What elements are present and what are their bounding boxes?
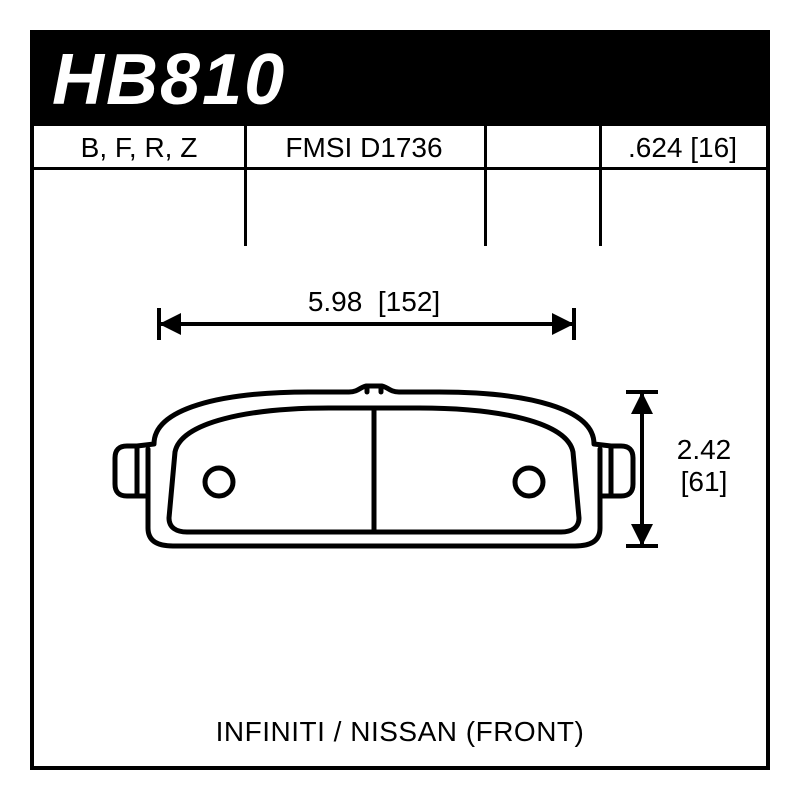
spec-row: B, F, R, Z FMSI D1736 .624 [16] [34, 126, 766, 170]
brake-pad-drawing [109, 374, 639, 574]
spec-fmsi: FMSI D1736 [244, 126, 484, 170]
application-footer: INFINITI / NISSAN (FRONT) [34, 716, 766, 748]
spec-frame: HB810 B, F, R, Z FMSI D1736 .624 [16] 5.… [30, 30, 770, 770]
height-mm: [61] [681, 466, 728, 497]
spec-compounds: B, F, R, Z [34, 126, 244, 170]
part-number-text: HB810 [52, 40, 286, 120]
thickness-mm: [16] [690, 132, 737, 163]
spec-divider-1 [244, 126, 247, 246]
thickness-in: .624 [628, 132, 683, 163]
height-in: 2.42 [677, 434, 732, 465]
part-number-title: HB810 [34, 34, 766, 126]
spec-divider-2 [484, 126, 487, 246]
width-dimension-arrow [129, 304, 604, 344]
height-dimension-label: 2.42 [61] [664, 434, 744, 498]
spec-thickness: .624 [16] [599, 126, 766, 170]
spec-divider-3 [599, 126, 602, 246]
